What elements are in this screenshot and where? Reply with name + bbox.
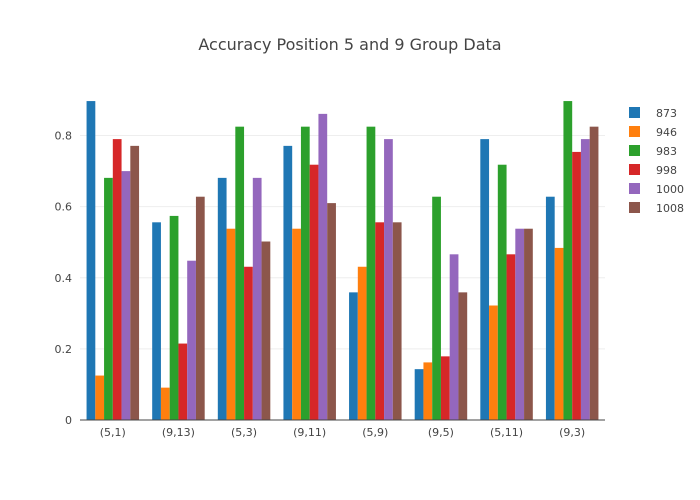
bar-873-0 — [86, 101, 96, 420]
bar-1000-2 — [252, 177, 262, 420]
y-tick-label: 0 — [65, 414, 72, 427]
legend-label: 1008 — [656, 202, 684, 215]
bar-946-5 — [423, 362, 433, 420]
legend-label: 873 — [656, 107, 677, 120]
x-tick-label: (9,13) — [162, 426, 195, 439]
bar-946-6 — [489, 305, 498, 420]
bar-1008-4 — [392, 222, 402, 420]
bar-873-5 — [414, 369, 424, 420]
legend: 873 946 983 998 1000 1008 — [629, 107, 684, 215]
bar-1008-5 — [458, 292, 468, 420]
bars — [86, 101, 599, 421]
x-tick-label: (5,11) — [490, 426, 523, 439]
bar-998-7 — [572, 151, 581, 420]
legend-label: 998 — [656, 164, 677, 177]
bar-998-2 — [244, 266, 253, 420]
y-tick-label: 0.4 — [55, 272, 73, 285]
bar-983-5 — [432, 196, 441, 420]
legend-label: 983 — [656, 145, 677, 158]
bar-1008-6 — [524, 228, 533, 420]
bar-983-7 — [563, 101, 573, 420]
bar-998-4 — [375, 222, 385, 420]
bar-873-1 — [152, 222, 161, 420]
bar-983-1 — [169, 215, 179, 420]
bar-1008-3 — [327, 203, 336, 420]
bar-873-7 — [545, 196, 555, 420]
x-tick-label: (5,9) — [362, 426, 388, 439]
bar-873-6 — [480, 139, 490, 421]
legend-swatch-1000 — [629, 183, 640, 194]
legend-swatch-873 — [629, 107, 640, 118]
bar-983-2 — [235, 126, 245, 421]
bar-983-4 — [366, 126, 376, 421]
bar-998-1 — [178, 343, 188, 420]
bar-983-0 — [104, 177, 113, 420]
x-tick-label: (5,3) — [231, 426, 257, 439]
bar-998-6 — [506, 254, 516, 420]
bar-946-7 — [554, 247, 564, 420]
x-axis: (5,1) (9,13) (5,3) (9,11) (5,9) (9,5) (5,11) (9… — [80, 419, 605, 439]
bar-946-3 — [292, 228, 301, 420]
bar-946-2 — [226, 228, 236, 420]
bar-873-4 — [349, 292, 358, 420]
bar-873-2 — [217, 177, 227, 420]
legend-swatch-946 — [629, 126, 640, 137]
bar-983-3 — [300, 126, 310, 421]
x-tick-label: (9,5) — [428, 426, 454, 439]
bar-873-3 — [283, 145, 293, 420]
legend-swatch-998 — [629, 164, 640, 175]
legend-label: 946 — [656, 126, 677, 139]
bar-1008-7 — [589, 126, 599, 421]
bar-946-1 — [160, 387, 170, 420]
bar-946-4 — [357, 266, 367, 420]
legend-label: 1000 — [656, 183, 684, 196]
bar-1008-2 — [261, 241, 271, 420]
x-tick-label: (9,3) — [559, 426, 585, 439]
y-tick-label: 0.2 — [55, 343, 73, 356]
bar-946-0 — [95, 375, 105, 420]
bar-1000-5 — [449, 254, 459, 420]
y-axis: 0 0.2 0.4 0.6 0.8 — [55, 130, 73, 427]
bar-983-6 — [497, 164, 507, 420]
bar-1000-3 — [318, 113, 328, 421]
y-tick-label: 0.6 — [55, 201, 73, 214]
legend-swatch-983 — [629, 145, 640, 156]
x-tick-label: (9,11) — [293, 426, 326, 439]
bar-1008-1 — [195, 196, 205, 420]
legend-swatch-1008 — [629, 202, 640, 213]
x-tick-label: (5,1) — [100, 426, 126, 439]
bar-998-5 — [440, 356, 450, 420]
y-tick-label: 0.8 — [55, 130, 73, 143]
bar-998-0 — [112, 139, 122, 421]
chart-title: Accuracy Position 5 and 9 Group Data — [198, 35, 501, 54]
bar-1000-4 — [384, 139, 393, 421]
bar-1008-0 — [130, 145, 140, 420]
bar-1000-1 — [187, 260, 196, 420]
bar-998-3 — [309, 164, 319, 420]
bar-1000-6 — [515, 228, 525, 420]
bar-1000-7 — [580, 139, 590, 421]
bar-1000-0 — [121, 171, 131, 420]
